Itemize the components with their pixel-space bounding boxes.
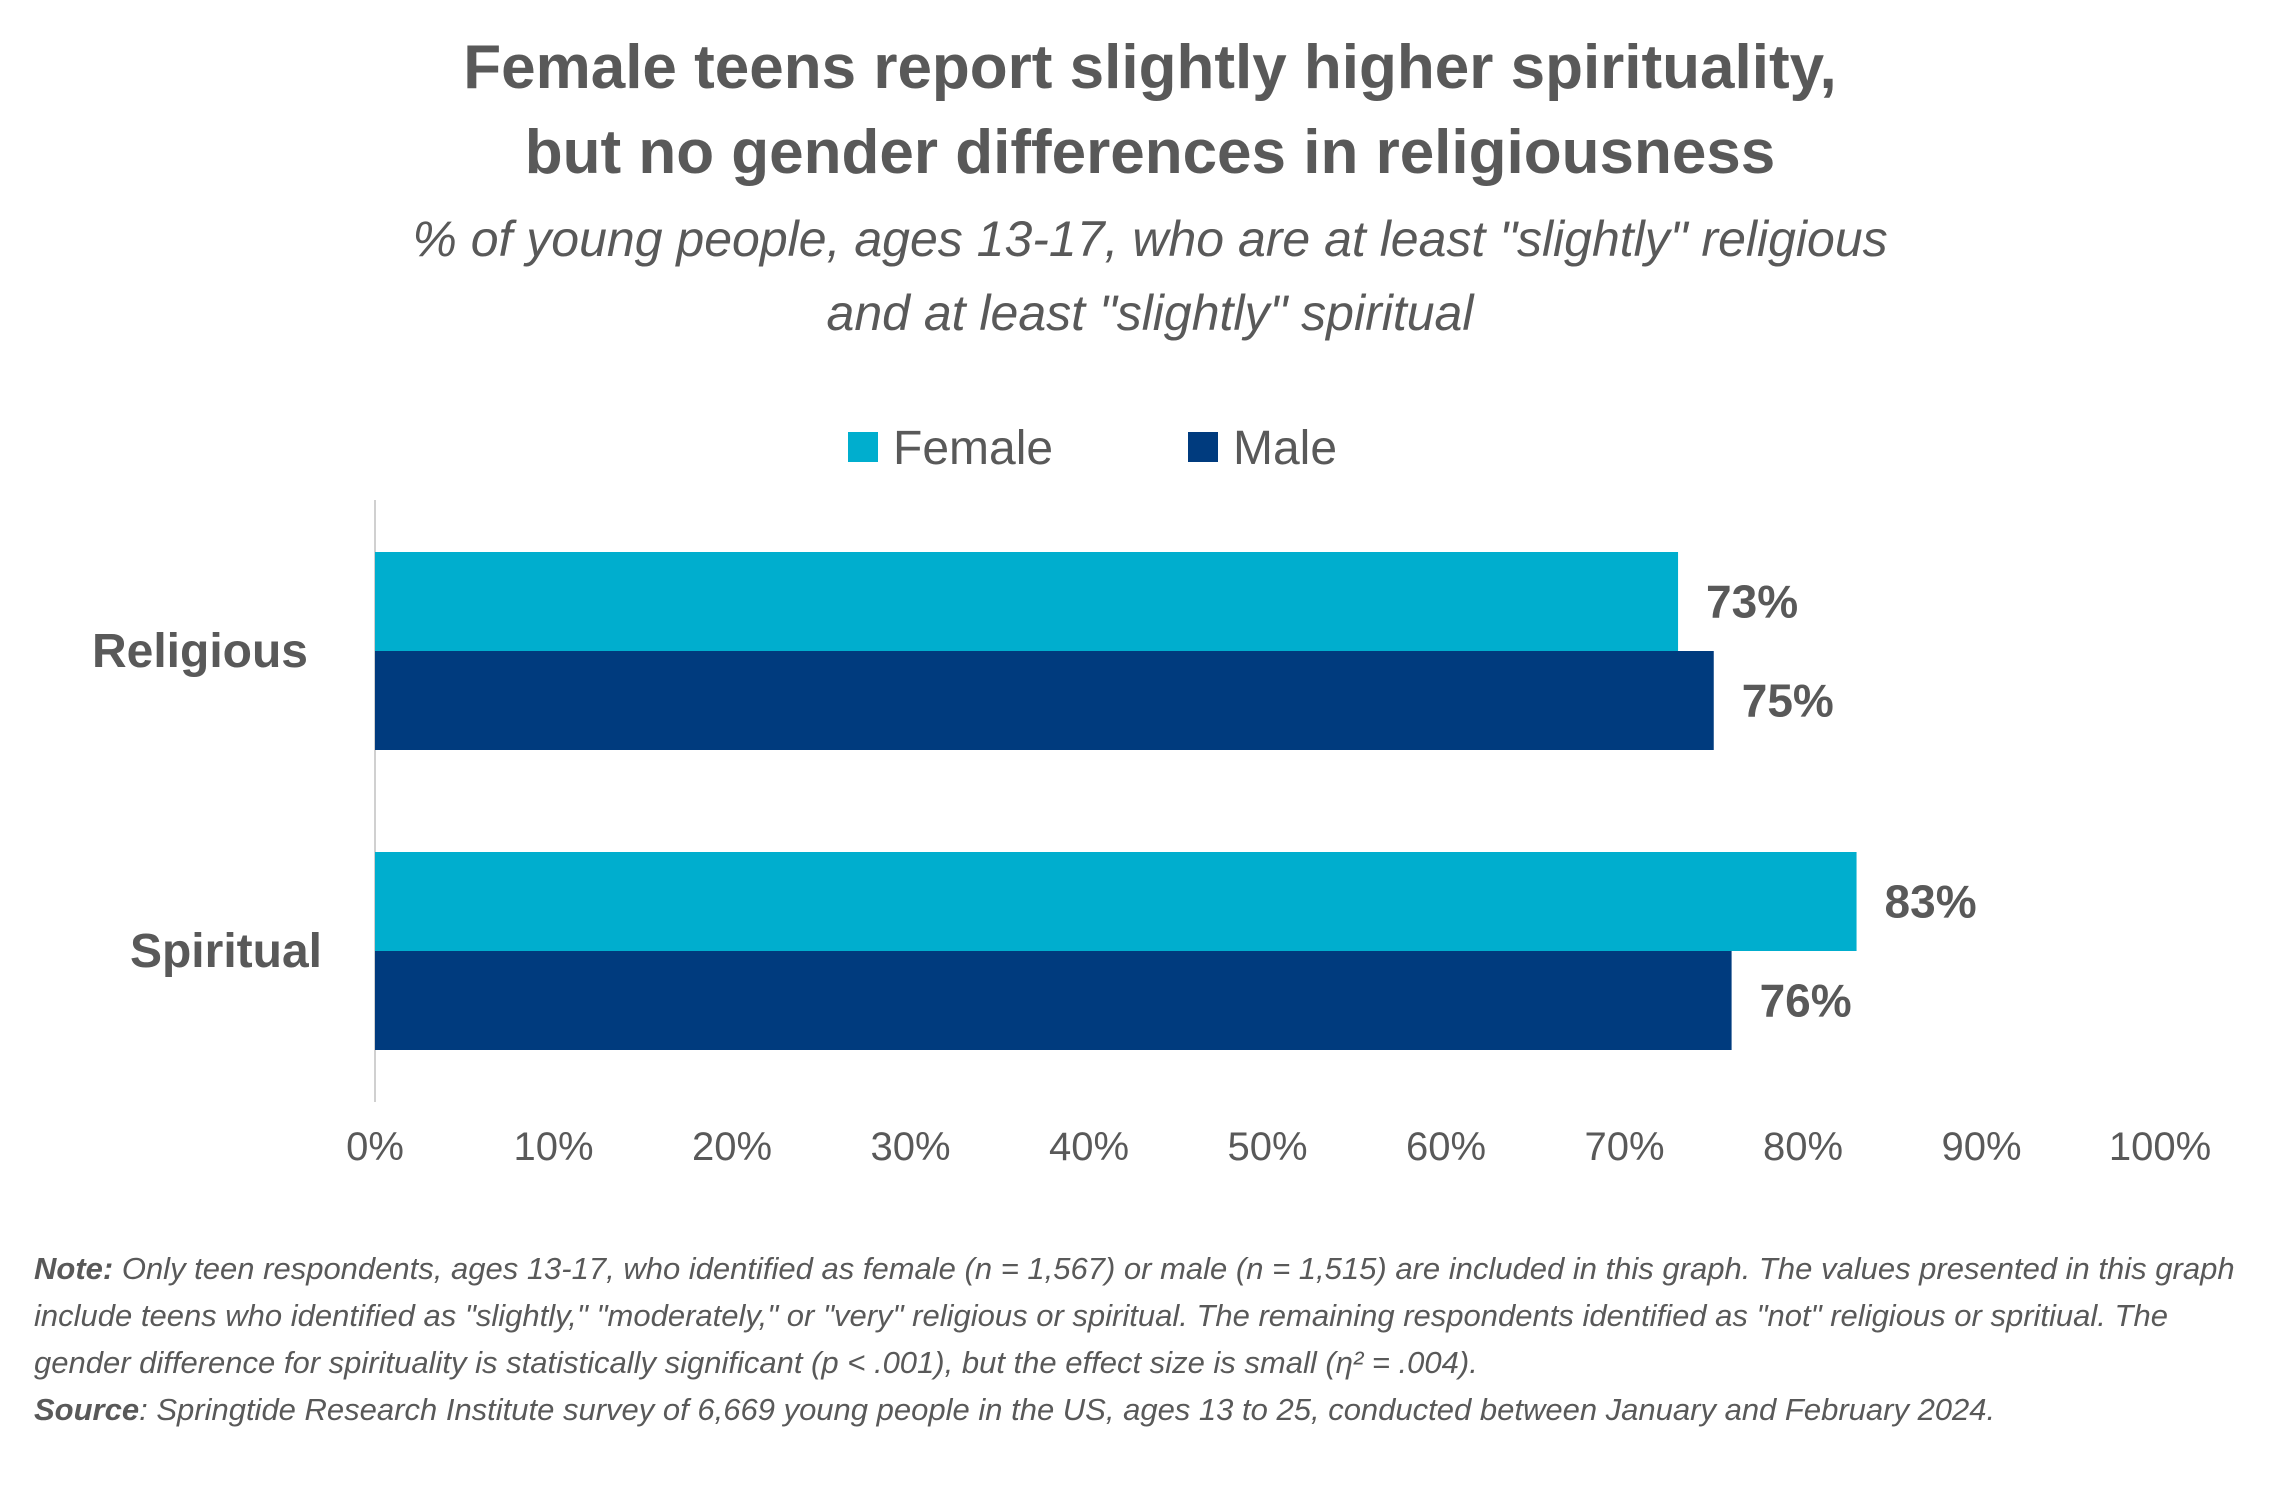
x-tick-label-2: 20% [692,1125,772,1169]
category-label-religious: Religious [92,625,308,678]
x-tick-label-10: 100% [2109,1125,2211,1169]
title-line-1: Female teens report slightly higher spir… [463,33,1837,102]
x-tick-label-7: 70% [1584,1125,1664,1169]
x-tick-label-0: 0% [346,1125,404,1169]
x-tick-label-1: 10% [513,1125,593,1169]
bar-religious-female [375,552,1679,651]
x-tick-label-8: 80% [1763,1125,1843,1169]
footnote: Note: Only teen respondents, ages 13-17,… [34,1245,2264,1433]
category-labels: Religious Spiritual [92,625,322,978]
chart-title: Female teens report slightly higher spir… [463,33,1837,187]
bar-religious-male [375,651,1714,750]
x-axis-ticks: 0% 10% 20% 30% 40% 50% 60% 70% 80% 90% 100% [346,1125,2211,1169]
legend-label-female: Female [893,422,1053,475]
x-tick-label-3: 30% [870,1125,950,1169]
chart-svg: Female teens report slightly higher spir… [92,33,2211,1169]
data-label-religious-male: 75% [1742,675,1834,727]
chart-subtitle: % of young people, ages 13-17, who are a… [412,211,1887,341]
legend-swatch-female [848,432,878,462]
title-line-2: but no gender differences in religiousne… [525,118,1776,187]
source-label: Source [34,1392,140,1427]
data-label-spiritual-male: 76% [1760,975,1852,1027]
data-labels: 73% 75% 83% 76% [1706,576,1977,1027]
x-tick-label-5: 50% [1227,1125,1307,1169]
legend-swatch-male [1188,432,1218,462]
bar-spiritual-female [375,852,1857,951]
x-tick-label-6: 60% [1406,1125,1486,1169]
legend: Female Male [848,422,1337,475]
note-text: Only teen respondents, ages 13-17, who i… [34,1251,2235,1380]
data-label-spiritual-female: 83% [1885,876,1977,928]
source-text: : Springtide Research Institute survey o… [139,1392,1996,1427]
subtitle-line-1: % of young people, ages 13-17, who are a… [412,211,1887,267]
x-tick-label-4: 40% [1049,1125,1129,1169]
note-label: Note: [34,1251,114,1286]
category-label-spiritual: Spiritual [130,925,322,978]
legend-label-male: Male [1233,422,1337,475]
data-label-religious-female: 73% [1706,576,1798,628]
bar-spiritual-male [375,951,1732,1050]
subtitle-line-2: and at least "slightly" spiritual [827,285,1476,341]
bars [375,552,1857,1050]
x-tick-label-9: 90% [1941,1125,2021,1169]
